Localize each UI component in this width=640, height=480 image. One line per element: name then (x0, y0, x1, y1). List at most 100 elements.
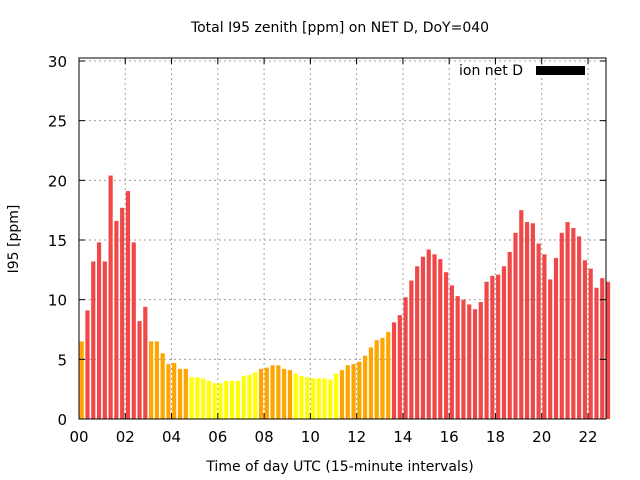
bar (177, 368, 183, 419)
legend-swatch (536, 66, 585, 75)
chart-title: Total I95 zenith [ppm] on NET D, DoY=040 (190, 20, 489, 36)
bar (588, 268, 593, 419)
bar (102, 261, 107, 419)
bar (166, 364, 171, 419)
bar (258, 368, 264, 419)
bar (519, 210, 524, 419)
bar (218, 383, 223, 419)
x-axis-label: Time of day UTC (15-minute intervals) (205, 459, 473, 475)
bar (183, 368, 188, 419)
bar (310, 378, 316, 419)
bar (154, 341, 159, 419)
x-tick-label: 08 (255, 428, 274, 446)
bar (478, 302, 483, 419)
bar (582, 260, 587, 419)
bar (571, 228, 576, 419)
bar (605, 281, 611, 419)
bar (241, 376, 246, 419)
bar (305, 377, 310, 419)
bar (391, 322, 397, 419)
bar (91, 261, 96, 419)
bar (530, 223, 535, 419)
bar (467, 304, 472, 419)
x-tick-label: 04 (162, 428, 181, 446)
bar (507, 251, 512, 419)
bar (351, 364, 356, 419)
bar (438, 259, 443, 419)
bar (472, 309, 478, 419)
bar (212, 383, 217, 419)
bar (253, 372, 258, 419)
bar (542, 254, 547, 419)
x-tick-label: 06 (208, 428, 227, 446)
bar (282, 368, 287, 419)
bar (264, 367, 269, 419)
bar (553, 257, 559, 419)
y-tick-label: 30 (48, 53, 67, 71)
bar (287, 370, 293, 419)
bar (322, 378, 327, 419)
bar (108, 175, 113, 419)
bar (513, 232, 518, 419)
bar (490, 275, 495, 419)
bar (368, 347, 373, 419)
bar (339, 370, 345, 419)
y-tick-label: 15 (48, 232, 67, 250)
bar (496, 274, 501, 419)
bar (594, 287, 599, 419)
bar (357, 361, 362, 419)
bar (443, 272, 449, 419)
bar (229, 380, 235, 419)
x-tick-label: 10 (301, 428, 320, 446)
bar (85, 310, 90, 419)
y-tick-label: 20 (48, 172, 67, 190)
bar (328, 379, 333, 419)
bar (577, 236, 582, 419)
bar (299, 376, 304, 419)
bar (270, 365, 275, 419)
bar (374, 340, 379, 419)
bar (137, 321, 142, 419)
bar (363, 355, 368, 419)
bar (380, 337, 385, 419)
bar (172, 362, 177, 419)
bar (235, 380, 240, 419)
bar (432, 254, 437, 419)
bar (386, 331, 391, 419)
bar (334, 373, 339, 419)
bar (455, 296, 460, 419)
bar (276, 365, 281, 419)
y-tick-label: 0 (57, 411, 67, 429)
bar (559, 232, 564, 419)
bar (293, 373, 298, 419)
bar (415, 266, 420, 419)
bar (420, 256, 426, 419)
x-tick-label: 20 (532, 428, 551, 446)
bar (461, 299, 466, 419)
bar (600, 278, 605, 419)
bar (565, 222, 570, 419)
bar (449, 285, 454, 419)
ticks: 0 5 10 15 20 25 30 00 02 04 06 08 10 12 14 16 18 20 22 (48, 53, 606, 446)
y-tick-label: 25 (48, 113, 67, 131)
bar (548, 279, 553, 419)
bar (426, 249, 431, 419)
x-tick-label: 22 (578, 428, 597, 446)
bar (397, 315, 402, 419)
bar (96, 242, 102, 419)
bar (160, 353, 165, 419)
x-tick-label: 02 (116, 428, 135, 446)
legend: ion net D (459, 63, 585, 79)
y-axis-label: I95 [ppm] (6, 205, 22, 274)
bar (206, 380, 212, 419)
y-tick-label: 10 (48, 292, 67, 310)
bar (316, 378, 321, 419)
bar (195, 377, 200, 419)
y-tick-label: 5 (57, 351, 67, 369)
x-tick-label: 18 (486, 428, 505, 446)
legend-label: ion net D (459, 63, 523, 79)
x-tick-label: 14 (393, 428, 412, 446)
bar (149, 341, 154, 419)
bar (403, 297, 408, 419)
